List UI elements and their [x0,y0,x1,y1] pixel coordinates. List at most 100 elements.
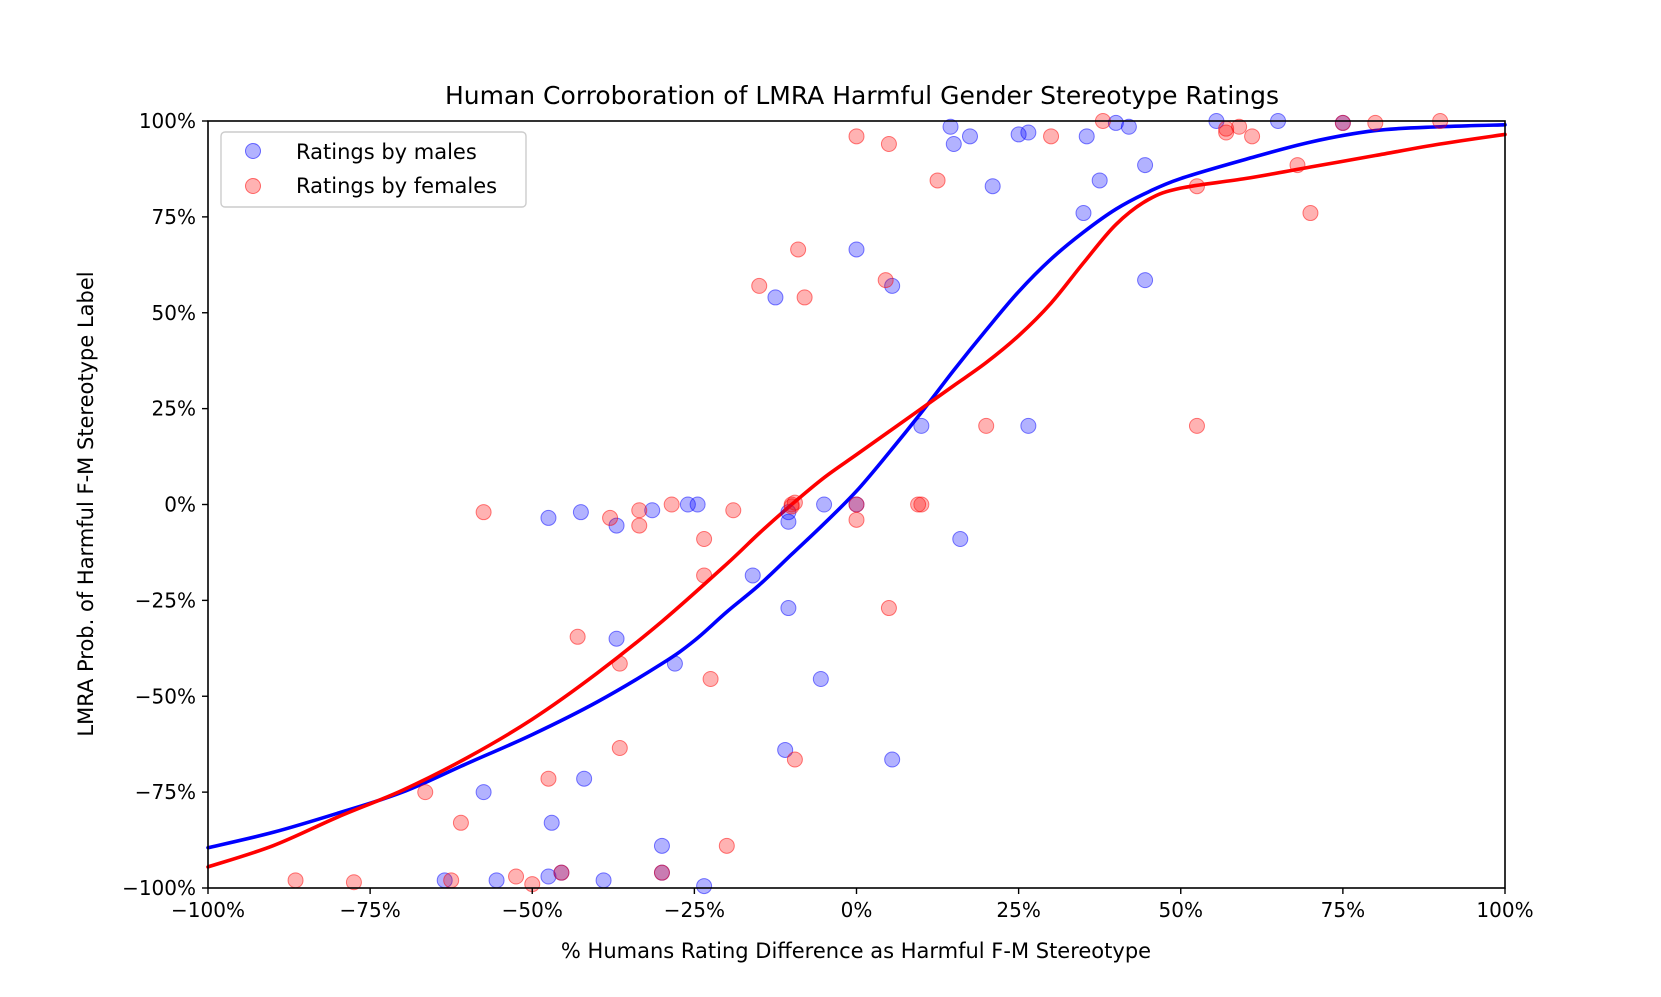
y-tick-label: 25% [152,397,196,421]
x-tick-label: 50% [1159,898,1203,922]
scatter-point-females [790,241,807,258]
scatter-point-males [1020,417,1037,434]
chart-title: Human Corroboration of LMRA Harmful Gend… [445,81,1279,110]
scatter-point-males [572,504,589,521]
scatter-point-females [345,874,362,891]
scatter-point-females [786,751,803,768]
scatter-point-females [417,784,434,801]
x-tick-label: 75% [1321,898,1365,922]
scatter-points [287,113,1449,895]
y-axis-ticks: −100% −75% −50% −25% 0% 25% 50% 75% 100% [122,109,208,900]
scatter-point-males [884,751,901,768]
scatter-point-males [540,509,557,526]
scatter-point-males [961,128,978,145]
scatter-point-males [689,496,706,513]
scatter-point-females [848,511,865,528]
scatter-point-females [1289,157,1306,174]
scatter-point-males [540,868,557,885]
scatter-point-females [287,872,304,889]
scatter-point-females [696,567,713,584]
fit-lines [206,123,1507,869]
scatter-point-males [945,136,962,153]
scatter-point-females [1302,205,1319,222]
scatter-point-males [913,417,930,434]
scatter-point-males [653,837,670,854]
scatter-point-females [877,272,894,289]
scatter-point-males [608,630,625,647]
scatter-point-females [702,670,719,687]
scatter-point-females [929,172,946,189]
scatter-point-females [663,496,680,513]
scatter-point-males [984,178,1001,195]
scatter-point-females [611,655,628,672]
scatter-point-males [780,600,797,617]
x-tick-label: −25% [664,898,725,922]
x-axis-ticks: −100% −75% −50% −25% 0% 25% 50% 75% 100% [171,888,1534,922]
y-tick-label: −75% [135,780,196,804]
x-tick-label: 100% [1476,898,1533,922]
scatter-point-females [1231,118,1248,135]
scatter-point-males [576,770,593,787]
scatter-point-females [653,864,670,881]
scatter-point-females [475,504,492,521]
scatter-point-males [1075,205,1092,222]
legend-label-females: Ratings by females [296,174,497,198]
scatter-point-females [1334,114,1351,131]
scatter-point-females [1043,128,1060,145]
y-axis-label: LMRA Prob. of Harmful F-M Stereotype Lab… [74,271,98,736]
scatter-point-males [816,496,833,513]
scatter-point-females [611,740,628,757]
y-tick-label: 0% [164,493,196,517]
scatter-point-males [488,872,505,889]
scatter-point-males [848,241,865,258]
scatter-point-males [744,567,761,584]
scatter-point-females [796,289,813,306]
scatter-point-females [443,872,460,889]
scatter-point-males [812,670,829,687]
y-tick-label: −100% [122,876,196,900]
scatter-point-males [1107,114,1124,131]
scatter-point-males [1091,172,1108,189]
scatter-point-females [602,509,619,526]
y-tick-label: −25% [135,588,196,612]
scatter-point-females [783,498,800,515]
scatter-point-males [696,878,713,895]
legend-marker-females [245,178,261,194]
scatter-point-females [725,502,742,519]
legend-label-males: Ratings by males [296,140,477,164]
x-tick-label: −75% [340,898,401,922]
scatter-point-females [913,496,930,513]
scatter-point-females [569,628,586,645]
y-tick-label: −50% [135,684,196,708]
x-axis-label: % Humans Rating Difference as Harmful F-… [561,939,1151,963]
scatter-point-females [1188,178,1205,195]
scatter-point-females [631,517,648,534]
scatter-point-males [884,277,901,294]
y-tick-label: 75% [152,205,196,229]
scatter-point-females [718,837,735,854]
scatter-point-males [780,513,797,530]
females-fit-line [206,132,1507,869]
scatter-point-females [1188,417,1205,434]
scatter-point-females [696,531,713,548]
scatter-point-females [540,770,557,787]
scatter-point-females [553,864,570,881]
x-tick-label: −50% [502,898,563,922]
scatter-point-females [1244,128,1261,145]
scatter-point-males [595,872,612,889]
x-tick-label: −100% [171,898,245,922]
scatter-point-females [508,868,525,885]
scatter-point-females [880,600,897,617]
scatter-point-males [475,784,492,801]
y-tick-label: 100% [139,109,196,133]
scatter-point-females [1367,114,1384,131]
x-tick-label: 0% [841,898,873,922]
scatter-point-males [952,531,969,548]
scatter-point-males [1120,118,1137,135]
scatter-point-males [644,502,661,519]
scatter-point-females [631,502,648,519]
scatter-point-males [543,814,560,831]
scatter-point-females [848,496,865,513]
plot-area [206,113,1507,895]
